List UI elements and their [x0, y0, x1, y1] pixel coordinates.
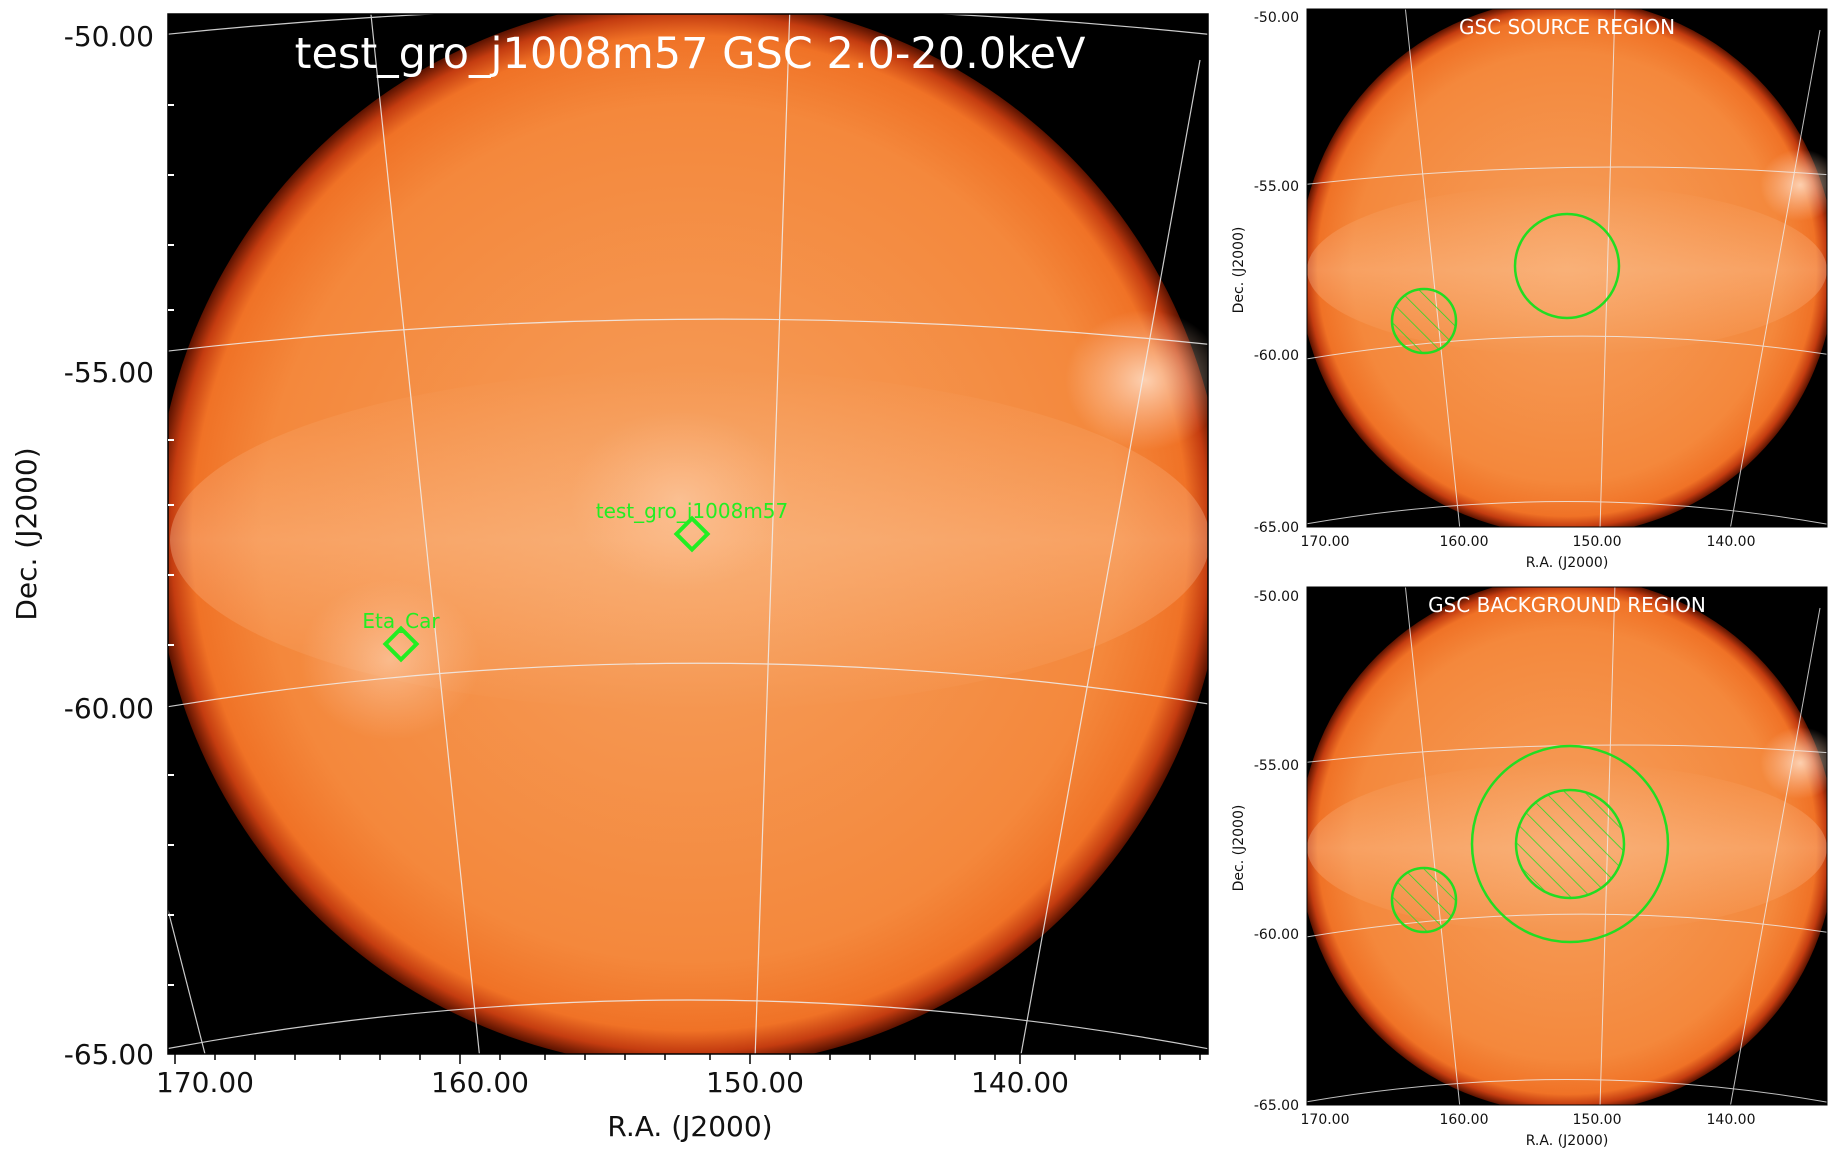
target-source-label: test_gro_j1008m57	[596, 499, 789, 523]
background-x-tick-label: 160.00	[1440, 1112, 1489, 1128]
coordinate-grid	[168, 14, 1208, 1054]
source-plot-border	[1306, 8, 1828, 528]
main-y-tick-label: -60.00	[64, 692, 154, 725]
target-source-marker[interactable]	[673, 515, 711, 553]
source-y-tick-labels: -50.00 -55.00 -60.00 -65.00	[1254, 10, 1299, 536]
background-bright-patch	[1760, 727, 1827, 799]
background-x-tick-label: 170.00	[1301, 1112, 1350, 1128]
exclude-region-hatched[interactable]	[1390, 287, 1458, 355]
source-x-tick-label: 140.00	[1707, 534, 1756, 550]
source-y-tick-label: -65.00	[1254, 520, 1299, 536]
source-y-tick-label: -50.00	[1254, 10, 1299, 26]
source-y-tick-label: -55.00	[1254, 179, 1299, 195]
background-x-axis-label: R.A. (J2000)	[1526, 1133, 1609, 1149]
main-x-tick-label: 150.00	[706, 1066, 804, 1099]
background-region-panel: GSC BACKGROUND REGION -50.00 -55.00 -60.…	[1231, 586, 1828, 1149]
main-x-tick-label: 140.00	[971, 1066, 1069, 1099]
main-y-tick-label: -65.00	[64, 1038, 154, 1071]
background-y-axis-label: Dec. (J2000)	[1231, 805, 1247, 892]
background-y-tick-label: -55.00	[1254, 758, 1299, 774]
background-y-tick-labels: -50.00 -55.00 -60.00 -65.00	[1254, 589, 1299, 1114]
background-y-tick-label: -50.00	[1254, 589, 1299, 605]
background-y-tick-label: -65.00	[1254, 1098, 1299, 1114]
source-band-glow	[1307, 185, 1827, 355]
source-region-circle[interactable]	[1513, 212, 1621, 320]
source-x-axis-label: R.A. (J2000)	[1526, 555, 1609, 571]
background-panel-title: GSC BACKGROUND REGION	[1428, 593, 1706, 617]
source-y-axis-label: Dec. (J2000)	[1231, 227, 1247, 314]
main-y-axis-label: Dec. (J2000)	[10, 447, 43, 620]
main-panel: test_gro_j1008m57 GSC 2.0-20.0keV -50.00…	[10, 13, 1209, 1143]
background-x-tick-label: 150.00	[1573, 1112, 1622, 1128]
main-x-axis-label: R.A. (J2000)	[607, 1110, 772, 1143]
main-bottom-ticks	[174, 1054, 1201, 1064]
background-y-tick-label: -60.00	[1254, 927, 1299, 943]
source-y-tick-label: -60.00	[1254, 348, 1299, 364]
main-x-tick-label: 170.00	[156, 1066, 254, 1099]
main-minor-ticks	[168, 104, 174, 986]
eta-car-marker[interactable]	[382, 625, 420, 663]
source-region-panel: GSC SOURCE REGION -50.00 -55.00 -60.00 -…	[1231, 8, 1828, 571]
main-y-tick-label: -50.00	[64, 20, 154, 53]
eta-car-label: Eta_Car	[362, 609, 440, 633]
source-bright-patch	[1760, 149, 1827, 221]
source-x-tick-label: 160.00	[1440, 534, 1489, 550]
bright-patch-target	[570, 410, 790, 590]
source-grid	[1307, 9, 1827, 527]
background-plot-border	[1306, 586, 1828, 1106]
main-y-tick-labels: -50.00 -55.00 -60.00 -65.00	[64, 20, 154, 1071]
main-x-tick-labels: 170.00 160.00 150.00 140.00	[156, 1066, 1069, 1099]
bright-patch-eta-car	[300, 580, 480, 740]
background-x-tick-label: 140.00	[1707, 1112, 1756, 1128]
main-x-tick-label: 160.00	[431, 1066, 529, 1099]
background-grid	[1307, 587, 1827, 1105]
source-markers: test_gro_j1008m57 Eta_Car	[362, 499, 789, 663]
main-panel-title: test_gro_j1008m57 GSC 2.0-20.0keV	[295, 29, 1086, 79]
background-annulus-outer[interactable]	[1470, 744, 1670, 944]
source-x-tick-labels: 170.00 160.00 150.00 140.00	[1301, 534, 1756, 550]
background-exclude-hatched[interactable]	[1390, 866, 1458, 934]
source-panel-title: GSC SOURCE REGION	[1459, 15, 1675, 39]
background-x-tick-labels: 170.00 160.00 150.00 140.00	[1301, 1112, 1756, 1128]
bright-patch-east	[1065, 310, 1208, 450]
main-plot-border	[167, 13, 1209, 1055]
main-y-tick-label: -55.00	[64, 356, 154, 389]
background-annulus-inner-hatched[interactable]	[1514, 788, 1626, 900]
source-x-tick-label: 150.00	[1573, 534, 1622, 550]
source-x-tick-label: 170.00	[1301, 534, 1350, 550]
